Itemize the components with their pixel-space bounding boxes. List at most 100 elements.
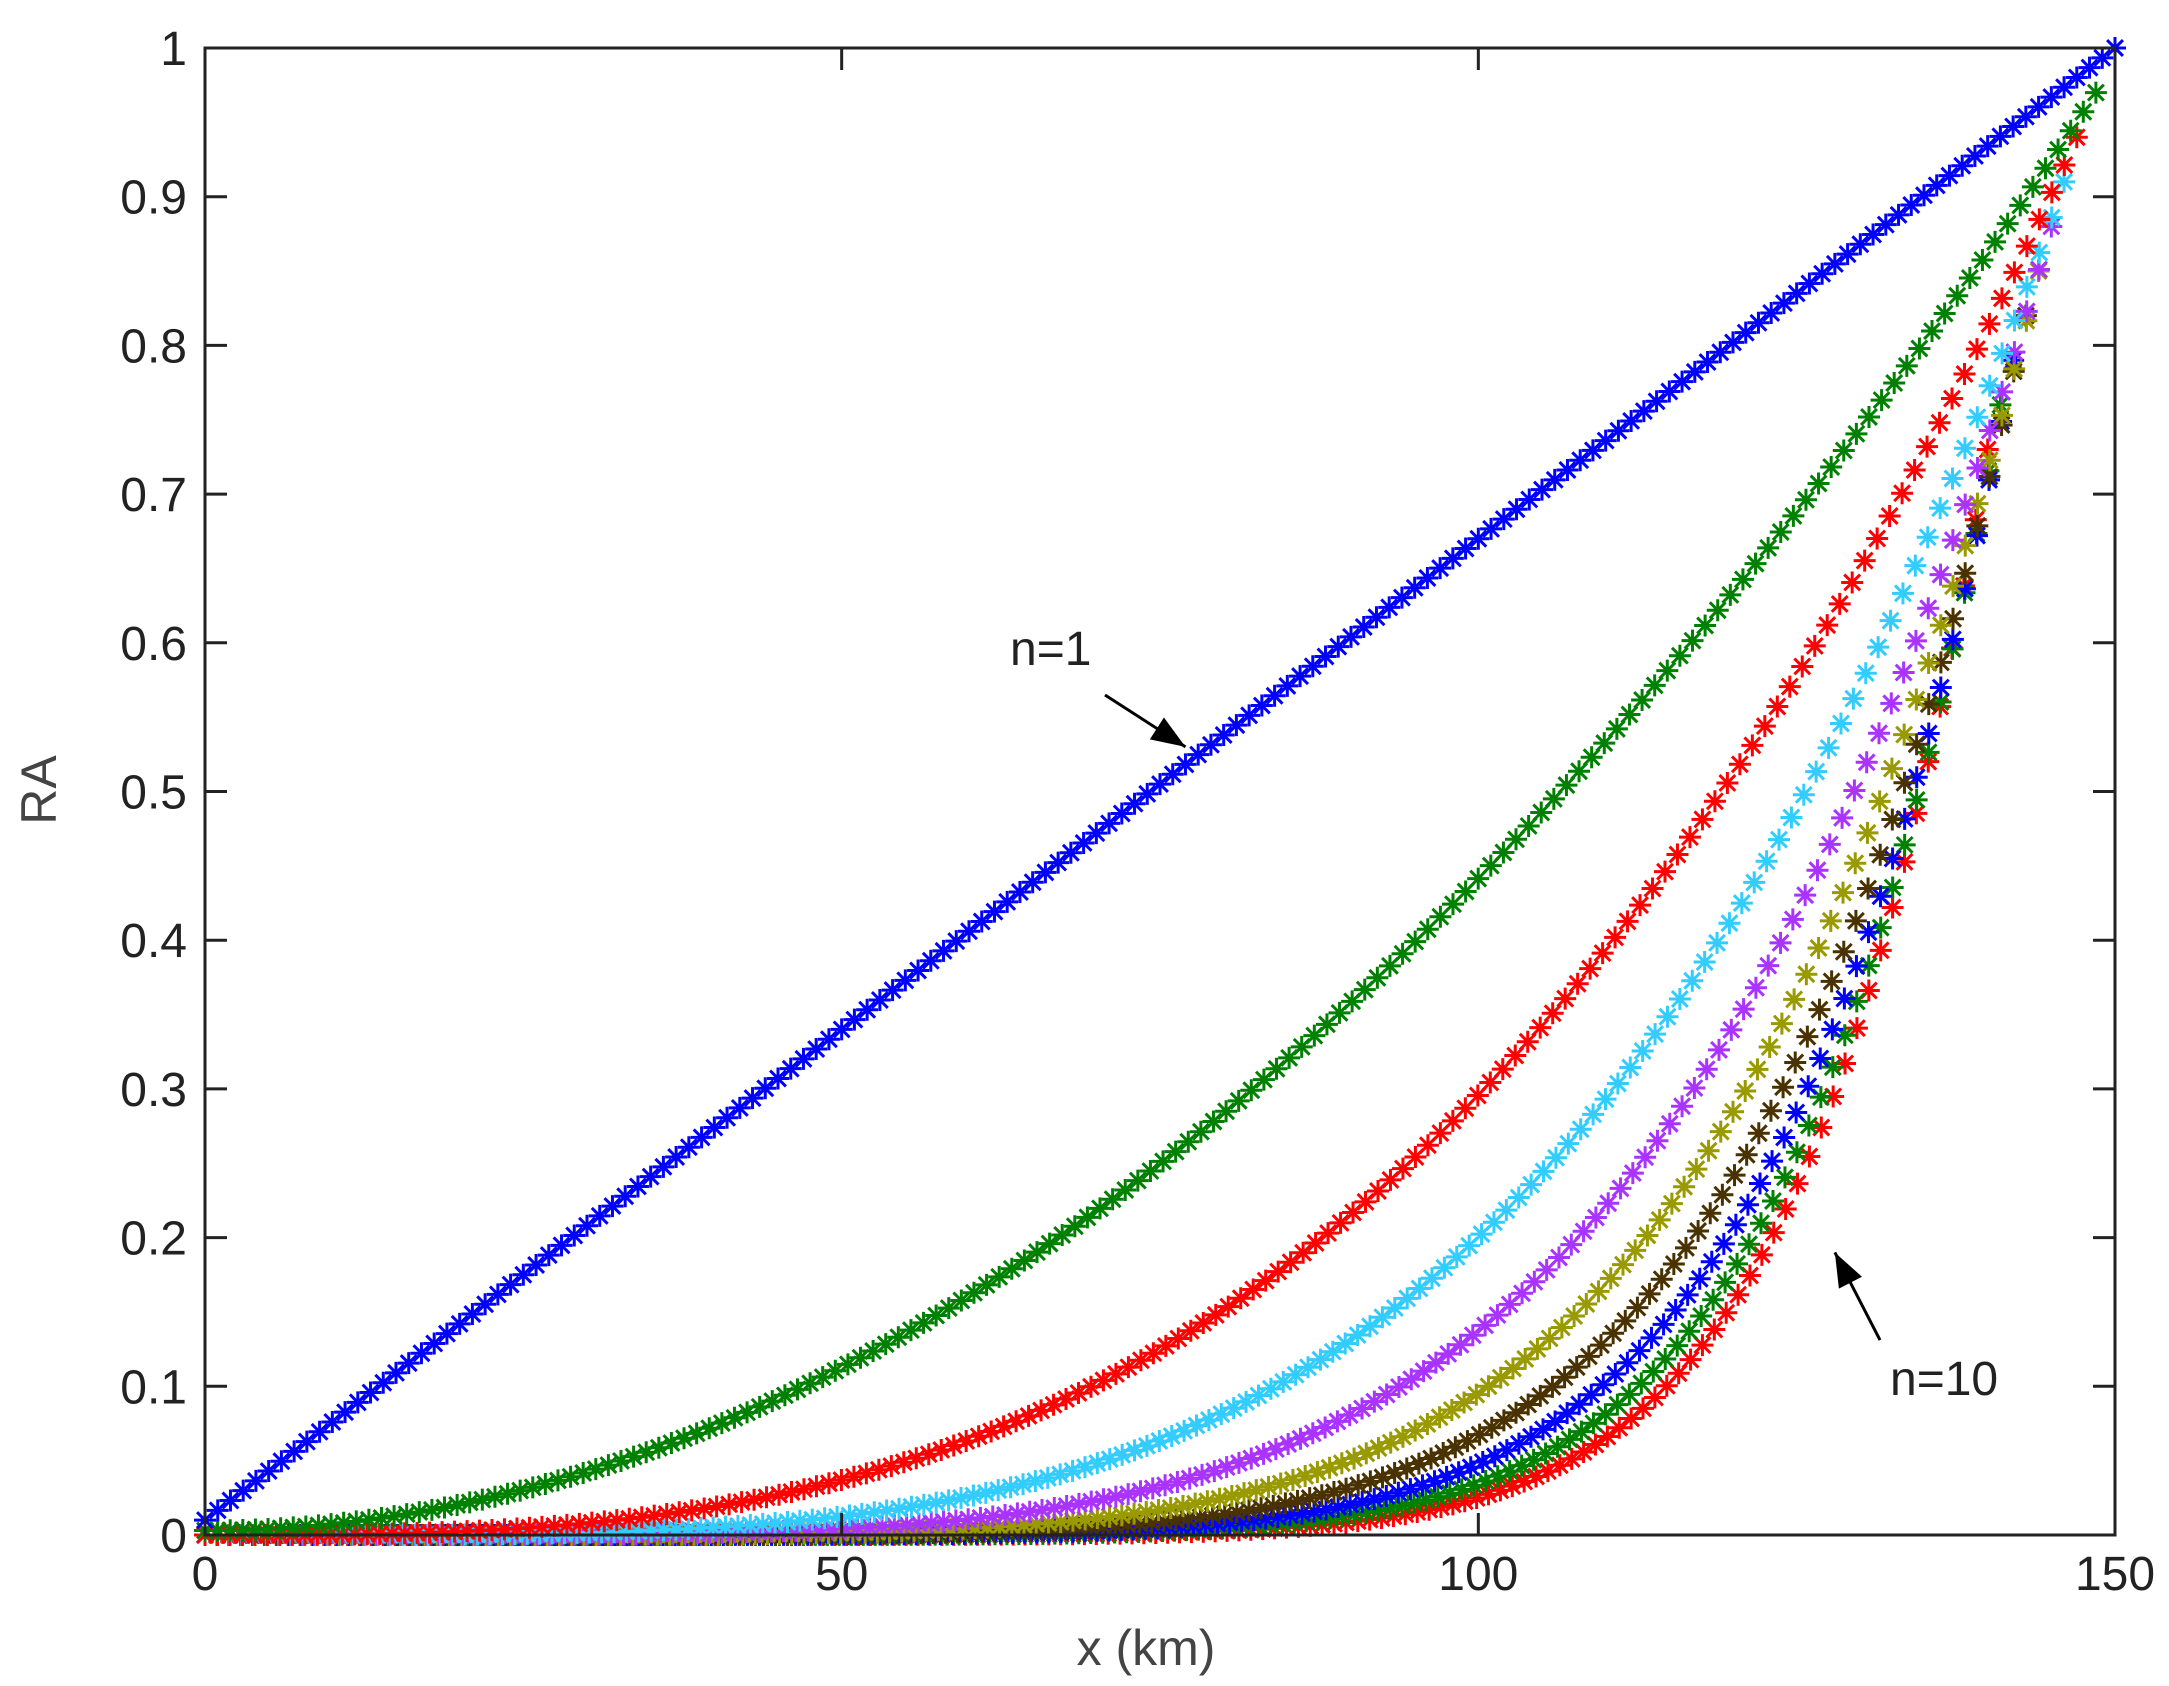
y-tick-label: 0.4: [120, 915, 187, 968]
data-point: [593, 1510, 616, 1533]
data-point: [1480, 517, 1503, 540]
data-point: [1736, 1193, 1759, 1216]
data-point: [1925, 174, 1948, 197]
data-point: [1829, 712, 1852, 735]
data-point: [1310, 1484, 1333, 1507]
data-point: [1624, 1239, 1647, 1262]
data-point: [1772, 1076, 1795, 1099]
data-point: [1399, 1478, 1422, 1501]
data-point: [1921, 320, 1944, 343]
data-point: [664, 1518, 687, 1541]
data-point: [824, 1359, 847, 1382]
data-point: [1544, 1146, 1567, 1169]
data-point: [546, 1469, 569, 1492]
label-layer: x (km) RA: [11, 755, 1215, 1676]
data-point: [1656, 1005, 1679, 1028]
data-point: [1976, 438, 1999, 461]
data-point: [925, 1491, 948, 1514]
data-point: [937, 1297, 960, 1320]
data-point: [2072, 100, 2095, 123]
data-point: [2002, 115, 2025, 138]
data-point: [622, 1445, 645, 1468]
data-point: [1184, 1492, 1207, 1515]
data-point: [917, 1443, 940, 1466]
data-point: [1274, 1492, 1297, 1515]
data-point: [1061, 1509, 1084, 1532]
data-point: [2028, 208, 2051, 231]
data-point: [1391, 942, 1414, 965]
data-point: [1067, 1492, 1090, 1515]
data-point: [1301, 655, 1324, 678]
data-point: [1792, 783, 1815, 806]
data-point: [1856, 821, 1879, 844]
data-point: [555, 1513, 578, 1536]
data-point: [1471, 1450, 1494, 1473]
data-point: [1080, 1490, 1103, 1513]
data-point: [1720, 1018, 1743, 1041]
data-point: [739, 1513, 762, 1536]
data-point: [1917, 722, 1940, 745]
data-point: [881, 979, 904, 1002]
data-point: [1067, 1381, 1090, 1404]
data-point: [590, 1521, 613, 1544]
data-point: [767, 1067, 789, 1090]
data-point: [1544, 1410, 1567, 1433]
data-point: [1289, 1427, 1312, 1450]
data-point: [677, 1136, 700, 1159]
data-point: [1171, 1494, 1194, 1517]
data-point: [1984, 230, 2007, 253]
data-point: [357, 1508, 380, 1531]
data-point: [950, 1289, 973, 1312]
data-point: [1747, 311, 1770, 334]
data-point: [1905, 788, 1928, 811]
data-point: [1798, 272, 1821, 295]
data-point: [1018, 1500, 1041, 1523]
data-point: [919, 949, 942, 972]
data-point: [1245, 1479, 1268, 1502]
data-point: [512, 1263, 535, 1286]
data-point: [609, 1449, 632, 1472]
data-point: [1819, 909, 1842, 932]
data-point: [1917, 652, 1940, 675]
data-point: [1690, 1304, 1713, 1327]
data-point: [1346, 1510, 1369, 1533]
data-point: [1716, 771, 1739, 794]
data-point: [1510, 1454, 1533, 1477]
data-point: [842, 1465, 865, 1488]
data-point: [499, 1273, 522, 1296]
data-point: [1746, 1058, 1769, 1081]
data-point: [1821, 1056, 1844, 1079]
data-point: [1298, 1487, 1321, 1510]
data-point: [1523, 1270, 1546, 1293]
data-point: [1295, 1510, 1318, 1533]
data-point: [846, 1516, 869, 1539]
data-point: [1129, 1349, 1152, 1372]
data-point: [626, 1175, 649, 1198]
data-point: [805, 1475, 828, 1498]
data-point: [1706, 931, 1729, 954]
data-point: [723, 1406, 746, 1429]
data-point: [206, 1499, 229, 1522]
data-point: [1212, 723, 1235, 746]
data-point: [1555, 774, 1578, 797]
data-point: [630, 1506, 653, 1529]
data-point: [1966, 457, 1989, 480]
data-point: [2047, 138, 2070, 161]
data-point: [576, 1214, 598, 1237]
data-point: [1541, 1375, 1564, 1398]
data-point: [1582, 1412, 1605, 1435]
data-point: [1632, 400, 1655, 423]
data-point: [1535, 1258, 1558, 1281]
data-point: [1726, 1252, 1749, 1275]
data-point: [1142, 1342, 1165, 1365]
data-point: [1990, 287, 2013, 310]
data-point: [1579, 957, 1602, 980]
data-point: [1429, 905, 1452, 928]
data-point: [1522, 1448, 1545, 1471]
data-point: [1492, 1409, 1515, 1432]
data-point: [1334, 1511, 1357, 1534]
data-point: [957, 1508, 980, 1531]
data-point: [1631, 1040, 1654, 1063]
data-point: [1794, 884, 1817, 907]
